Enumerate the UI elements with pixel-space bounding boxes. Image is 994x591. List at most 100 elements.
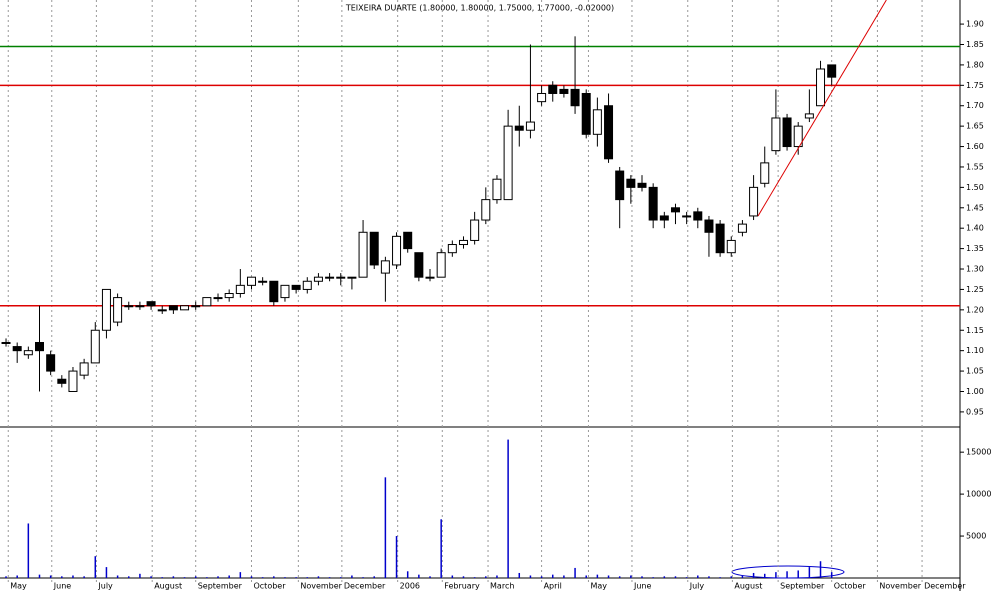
x-tick-label: October bbox=[834, 582, 867, 591]
volume-bar bbox=[574, 567, 576, 578]
candle-body bbox=[23, 350, 33, 356]
candle-body bbox=[12, 346, 22, 352]
candle-body bbox=[592, 109, 602, 135]
volume-bar bbox=[72, 575, 74, 578]
volume-bar bbox=[641, 576, 643, 578]
y-tick-label: 1.15 bbox=[966, 326, 984, 335]
volume-bar bbox=[674, 576, 677, 578]
candle-body bbox=[447, 244, 457, 254]
candle-body bbox=[425, 276, 435, 279]
candle-body bbox=[804, 113, 814, 119]
volume-bar bbox=[27, 523, 30, 578]
volume-bar bbox=[563, 575, 565, 578]
volume-bar bbox=[328, 577, 331, 578]
candle-body bbox=[180, 305, 190, 311]
candle-body bbox=[570, 88, 580, 107]
y-tick-label: 1.80 bbox=[966, 60, 984, 69]
x-tick-label: July bbox=[97, 582, 113, 591]
y-tick-label: 1.30 bbox=[966, 265, 984, 274]
candle-body bbox=[191, 305, 201, 308]
candle-body bbox=[101, 288, 111, 331]
x-tick-label: May bbox=[10, 582, 27, 591]
candle-body bbox=[135, 305, 145, 308]
volume-bar bbox=[797, 570, 799, 578]
volume-bar bbox=[38, 574, 41, 578]
x-tick-label: June bbox=[633, 582, 652, 591]
candle-body bbox=[737, 223, 747, 233]
volume-bar bbox=[808, 567, 811, 578]
candle-body bbox=[224, 293, 234, 299]
y-tick-label: 1.45 bbox=[966, 203, 984, 212]
candle-body bbox=[168, 305, 178, 311]
volume-bar bbox=[16, 575, 18, 578]
volume-bar bbox=[518, 572, 521, 578]
volume-bar bbox=[183, 577, 186, 578]
volume-bar bbox=[652, 577, 654, 578]
candle-body bbox=[113, 297, 123, 323]
candle-body bbox=[637, 182, 647, 188]
y-tick-label: 15000 bbox=[966, 448, 991, 457]
candle-body bbox=[492, 178, 502, 201]
candle-body bbox=[68, 370, 78, 392]
x-tick-label: July bbox=[689, 582, 705, 591]
volume-bar bbox=[128, 576, 130, 578]
candle-body bbox=[313, 276, 323, 282]
x-tick-label: December bbox=[924, 582, 966, 591]
x-tick-label: March bbox=[490, 582, 514, 591]
volume-bar bbox=[741, 575, 744, 578]
candle-body bbox=[715, 223, 725, 254]
x-tick-label: June bbox=[53, 582, 72, 591]
candle-body bbox=[648, 186, 658, 221]
candle-body bbox=[503, 125, 513, 201]
candle-body bbox=[626, 178, 636, 188]
volume-bar bbox=[429, 576, 431, 578]
candle-body bbox=[827, 64, 837, 78]
y-tick-label: 1.40 bbox=[966, 224, 984, 233]
candle-body bbox=[347, 276, 357, 279]
volume-bar bbox=[451, 575, 454, 578]
candle-body bbox=[704, 219, 714, 233]
volume-bar bbox=[250, 576, 253, 578]
y-tick-label: 1.60 bbox=[966, 142, 984, 151]
candle-body bbox=[481, 199, 491, 221]
candle-body bbox=[604, 105, 614, 160]
y-tick-label: 1.50 bbox=[966, 183, 984, 192]
volume-bar bbox=[685, 577, 688, 578]
candle-body bbox=[436, 252, 446, 278]
candle-body bbox=[124, 305, 134, 308]
candle-body bbox=[380, 260, 390, 274]
x-tick-label: September bbox=[780, 582, 825, 591]
candle-body bbox=[782, 117, 792, 148]
y-tick-label: 1.75 bbox=[966, 81, 984, 90]
candle-body bbox=[403, 231, 413, 250]
candle-body bbox=[615, 170, 625, 201]
volume-bar bbox=[440, 519, 442, 578]
candle-body bbox=[1, 341, 11, 344]
volume-bar bbox=[61, 576, 63, 578]
candle-body bbox=[258, 280, 268, 283]
candle-body bbox=[358, 231, 368, 278]
candle-body bbox=[336, 276, 346, 279]
candle-body bbox=[693, 211, 703, 221]
candle-body bbox=[470, 219, 480, 241]
volume-bar bbox=[585, 575, 587, 578]
candle-body bbox=[57, 378, 67, 384]
x-tick-label: April bbox=[544, 582, 562, 591]
volume-bar bbox=[150, 576, 152, 578]
volume-bar bbox=[395, 536, 398, 578]
volume-bar bbox=[775, 572, 777, 578]
volume-bar bbox=[273, 576, 275, 578]
volume-bar bbox=[105, 567, 108, 578]
candle-body bbox=[90, 329, 100, 364]
candle-body bbox=[302, 280, 312, 290]
volume-bar bbox=[239, 572, 242, 578]
candle-body bbox=[816, 68, 826, 107]
volume-bar bbox=[94, 556, 97, 578]
volume-bar bbox=[139, 573, 141, 578]
volume-bar bbox=[630, 575, 632, 578]
candle-body bbox=[280, 284, 290, 299]
y-tick-label: 1.05 bbox=[966, 367, 984, 376]
candle-body bbox=[79, 362, 89, 376]
y-tick-label: 1.70 bbox=[966, 101, 984, 110]
